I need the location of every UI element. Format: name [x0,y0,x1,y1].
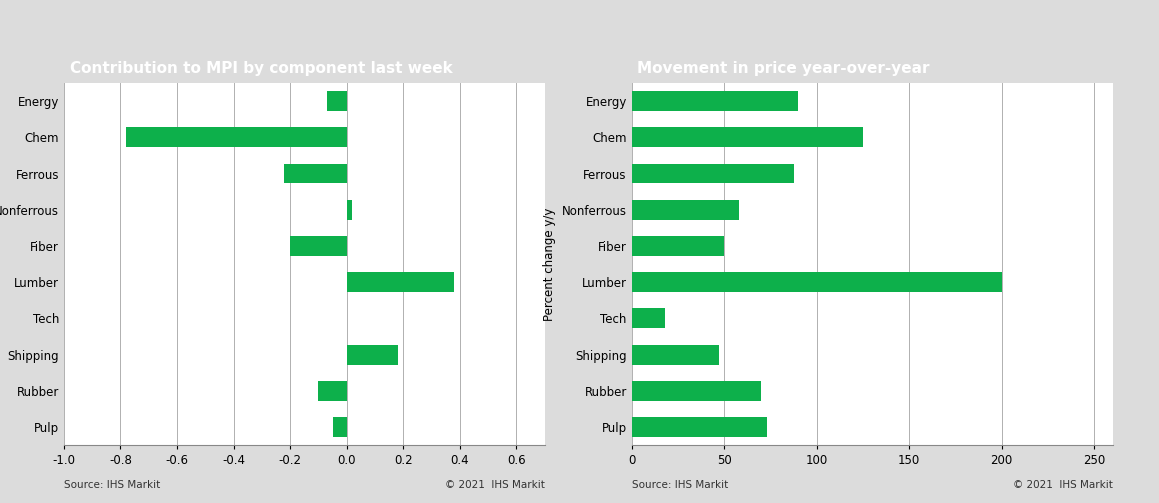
Bar [632,381,761,401]
Text: Source: IHS Markit: Source: IHS Markit [64,480,160,490]
Y-axis label: Percent change y/y: Percent change y/y [544,207,556,321]
Bar [284,163,347,184]
Bar [632,127,863,147]
Bar [632,236,724,256]
Text: Contribution to MPI by component last week: Contribution to MPI by component last we… [70,61,452,76]
Bar [632,200,739,220]
Bar [347,272,454,292]
Bar [347,345,398,365]
Bar [632,272,1001,292]
Bar [632,345,719,365]
Bar [347,200,352,220]
Bar [632,91,799,111]
Bar [632,308,665,328]
Text: Movement in price year-over-year: Movement in price year-over-year [637,61,930,76]
Text: © 2021  IHS Markit: © 2021 IHS Markit [1013,480,1113,490]
Bar [632,163,794,184]
Bar [290,236,347,256]
Text: Source: IHS Markit: Source: IHS Markit [632,480,728,490]
Bar [632,417,767,437]
Bar [327,91,347,111]
Bar [126,127,347,147]
Bar [319,381,347,401]
Text: © 2021  IHS Markit: © 2021 IHS Markit [445,480,545,490]
Bar [333,417,347,437]
